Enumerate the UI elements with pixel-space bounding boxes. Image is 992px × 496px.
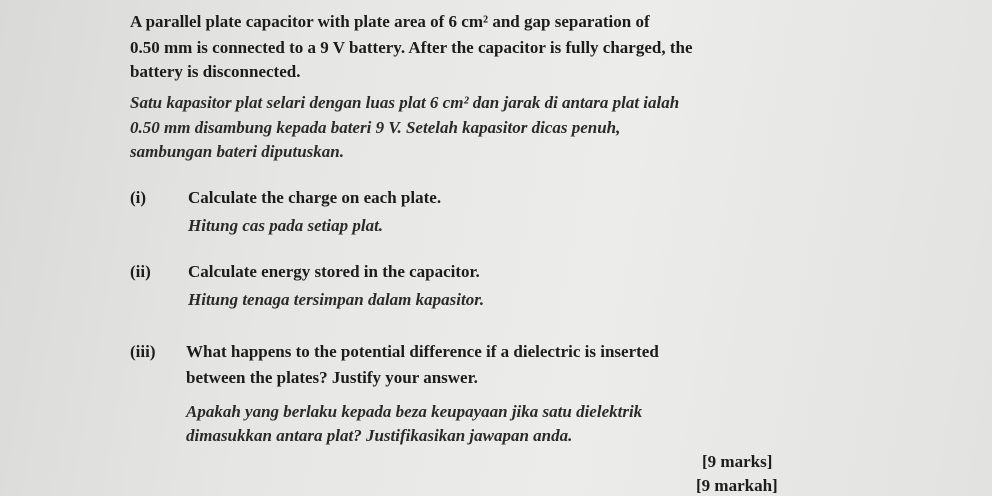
intro-line: battery is disconnected. xyxy=(130,62,301,81)
intro-malay-line: Satu kapasitor plat selari dengan luas p… xyxy=(130,93,680,112)
part-question-malay: Hitung cas pada setiap plat. xyxy=(188,216,384,235)
intro-line: A parallel plate capacitor with plate ar… xyxy=(130,12,650,31)
part-question-malay: Apakah yang berlaku kepada beza keupayaa… xyxy=(186,402,643,421)
intro-line: 0.50 mm is connected to a 9 V battery. A… xyxy=(130,38,693,57)
part-label: (i) xyxy=(130,188,147,207)
part-question: Calculate the charge on each plate. xyxy=(188,188,442,207)
intro-malay-line: sambungan bateri diputuskan. xyxy=(130,142,344,161)
marks-malay: [9 markah] xyxy=(696,476,778,495)
intro-malay-line: 0.50 mm disambung kepada bateri 9 V. Set… xyxy=(130,118,621,137)
part-label: (ii) xyxy=(130,262,151,281)
marks: [9 marks] xyxy=(702,452,773,471)
part-question-malay: Hitung tenaga tersimpan dalam kapasitor. xyxy=(188,290,485,309)
part-label: (iii) xyxy=(130,342,156,361)
part-question: Calculate energy stored in the capacitor… xyxy=(188,262,480,281)
part-question: between the plates? Justify your answer. xyxy=(186,368,478,387)
part-question: What happens to the potential difference… xyxy=(186,342,659,361)
part-question-malay: dimasukkan antara plat? Justifikasikan j… xyxy=(186,426,573,445)
